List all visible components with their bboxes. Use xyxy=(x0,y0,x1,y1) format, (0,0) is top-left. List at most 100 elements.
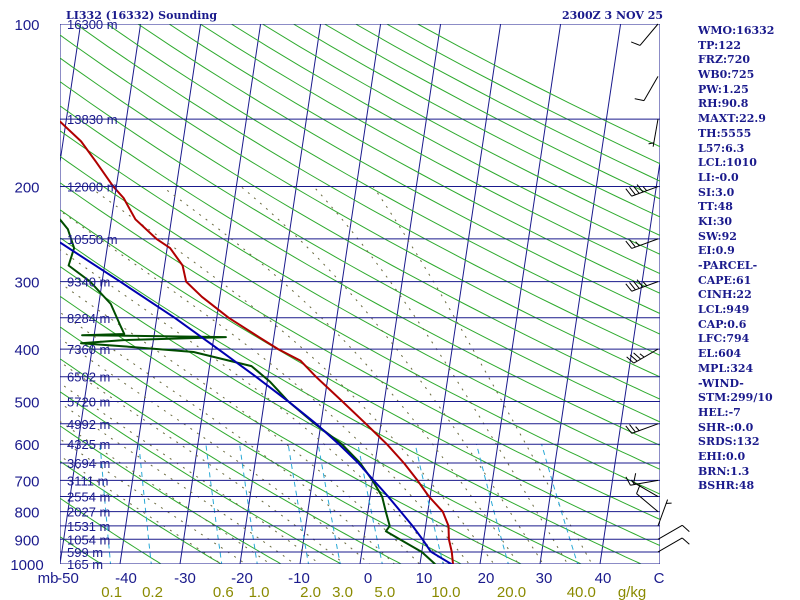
mixing-ratio-line xyxy=(317,444,341,564)
wind-barb-feather xyxy=(629,282,636,291)
mixing-ratio-line xyxy=(205,444,223,564)
temperature-tick-label: -30 xyxy=(174,570,196,587)
sounding-title: LI332 (16332) Sounding xyxy=(66,9,218,22)
height-label: 165 m xyxy=(67,557,103,572)
wind-barb-staff xyxy=(657,537,683,553)
wind-barb xyxy=(625,476,659,486)
isotherm-line xyxy=(119,24,202,564)
valid-time: 2300Z 3 NOV 25 xyxy=(562,9,664,22)
temperature-tick-label: mb xyxy=(38,570,59,587)
wind-barb xyxy=(657,524,690,540)
isotherm-line xyxy=(539,24,622,564)
wind-barb-staff xyxy=(657,524,683,540)
index-item: STM:299/10 xyxy=(698,391,773,405)
wind-barb-feather xyxy=(630,41,641,46)
index-list: WMO:16332 TP:122 FRZ:720 WB0:725 PW:1.25 RH:9… xyxy=(698,24,798,494)
height-label: 1531 m xyxy=(67,519,110,534)
wind-barb xyxy=(625,279,659,292)
dry-adiabat-line xyxy=(60,326,463,564)
index-item: SI:3.0 xyxy=(698,185,735,199)
index-item: SHR-:0.0 xyxy=(698,420,754,434)
height-label: 3694 m xyxy=(67,456,110,471)
pressure-tick-label: 400 xyxy=(14,342,39,359)
wind-barb-feather xyxy=(629,187,636,196)
wind-barb-feather xyxy=(629,424,636,433)
index-item: TP:122 xyxy=(698,38,742,52)
index-item: EL:604 xyxy=(698,347,742,361)
dewpoint-line xyxy=(60,217,437,564)
index-item: WB0:725 xyxy=(698,68,755,82)
mixing-ratio-label: 20.0 xyxy=(497,584,526,600)
index-item: CINH:22 xyxy=(698,288,752,302)
mixing-ratio-line xyxy=(138,444,152,564)
mixing-ratio-unit-label: g/kg xyxy=(618,584,646,600)
mixing-ratio-line xyxy=(414,444,444,564)
wind-barb-feather xyxy=(625,188,633,197)
height-label: 10550 m xyxy=(67,232,118,247)
temperature-tick-label: 30 xyxy=(536,570,553,587)
index-item: RH:90.8 xyxy=(698,97,749,111)
series-layer xyxy=(60,120,455,564)
wind-barb-half-feather xyxy=(635,241,640,247)
wind-barb-feather xyxy=(636,279,644,288)
temperature-tick-label: -40 xyxy=(115,570,137,587)
wind-barb-staff xyxy=(631,423,659,434)
index-item: LCL:949 xyxy=(698,303,750,317)
height-label: 9340 m xyxy=(67,275,110,290)
wind-barb-feather xyxy=(636,184,644,193)
isotherm-line xyxy=(479,24,562,564)
wind-barb-staff xyxy=(633,348,659,364)
wind-barb-half-feather xyxy=(639,353,645,358)
temperature-tick-label: 20 xyxy=(478,570,495,587)
wind-barb-feather xyxy=(625,240,633,249)
wind-barb xyxy=(633,473,659,497)
index-item: MAXT:22.9 xyxy=(698,112,766,126)
wind-barb-staff xyxy=(631,186,659,197)
index-item: FRZ:720 xyxy=(698,53,751,67)
wind-barb-staff xyxy=(652,119,659,147)
pressure-tick-label: 800 xyxy=(14,505,39,522)
index-item: KI:30 xyxy=(698,214,733,228)
wind-barb-feather xyxy=(681,537,690,545)
index-item: CAPE:61 xyxy=(698,273,752,287)
moist-adiabat-line xyxy=(240,186,544,564)
height-label: 6502 m xyxy=(67,370,110,385)
wind-barb-staff xyxy=(631,238,659,249)
mixing-ratio-label: 1.0 xyxy=(249,584,270,600)
height-label: 8284 m xyxy=(67,311,110,326)
pressure-tick-label: 900 xyxy=(14,532,39,549)
height-label: 4992 m xyxy=(67,417,110,432)
wind-barb-feather xyxy=(632,185,640,194)
mixing-ratio-label: 0.6 xyxy=(213,584,234,600)
pressure-tick-label: 700 xyxy=(14,473,39,490)
wind-barb xyxy=(625,238,659,249)
height-label: 5720 m xyxy=(67,394,110,409)
wind-barb-staff xyxy=(630,479,659,486)
temperature-tick-label: 40 xyxy=(595,570,612,587)
mixing-ratio-line xyxy=(99,444,112,564)
index-item: SRDS:132 xyxy=(698,435,760,449)
index-item: PW:1.25 xyxy=(698,82,749,96)
temperature-tick-label: 0 xyxy=(364,570,372,587)
mixing-ratio-label: 0.2 xyxy=(142,584,163,600)
dry-adiabat-line xyxy=(60,295,523,564)
wind-barb xyxy=(657,537,690,553)
isotherm-line xyxy=(239,24,322,564)
wind-barb-half-feather xyxy=(642,281,648,287)
temperature-tick-label: -50 xyxy=(57,570,79,587)
dry-adiabat-line xyxy=(60,391,343,564)
wind-barb xyxy=(626,348,659,364)
moist-adiabat-line xyxy=(60,311,396,564)
wind-barb-staff xyxy=(636,493,659,513)
index-item: L57:6.3 xyxy=(698,141,745,155)
index-item: TT:48 xyxy=(698,200,733,214)
index-item: LCL:1010 xyxy=(698,156,757,170)
wind-barb-staff xyxy=(639,23,659,46)
index-item: -PARCEL- xyxy=(698,259,758,272)
moist-adiabat-line xyxy=(60,382,321,564)
pressure-tick-label: 300 xyxy=(14,275,39,292)
wind-barb-staff xyxy=(631,281,659,292)
wind-barb xyxy=(657,499,672,527)
mixing-ratio-line xyxy=(239,444,258,564)
